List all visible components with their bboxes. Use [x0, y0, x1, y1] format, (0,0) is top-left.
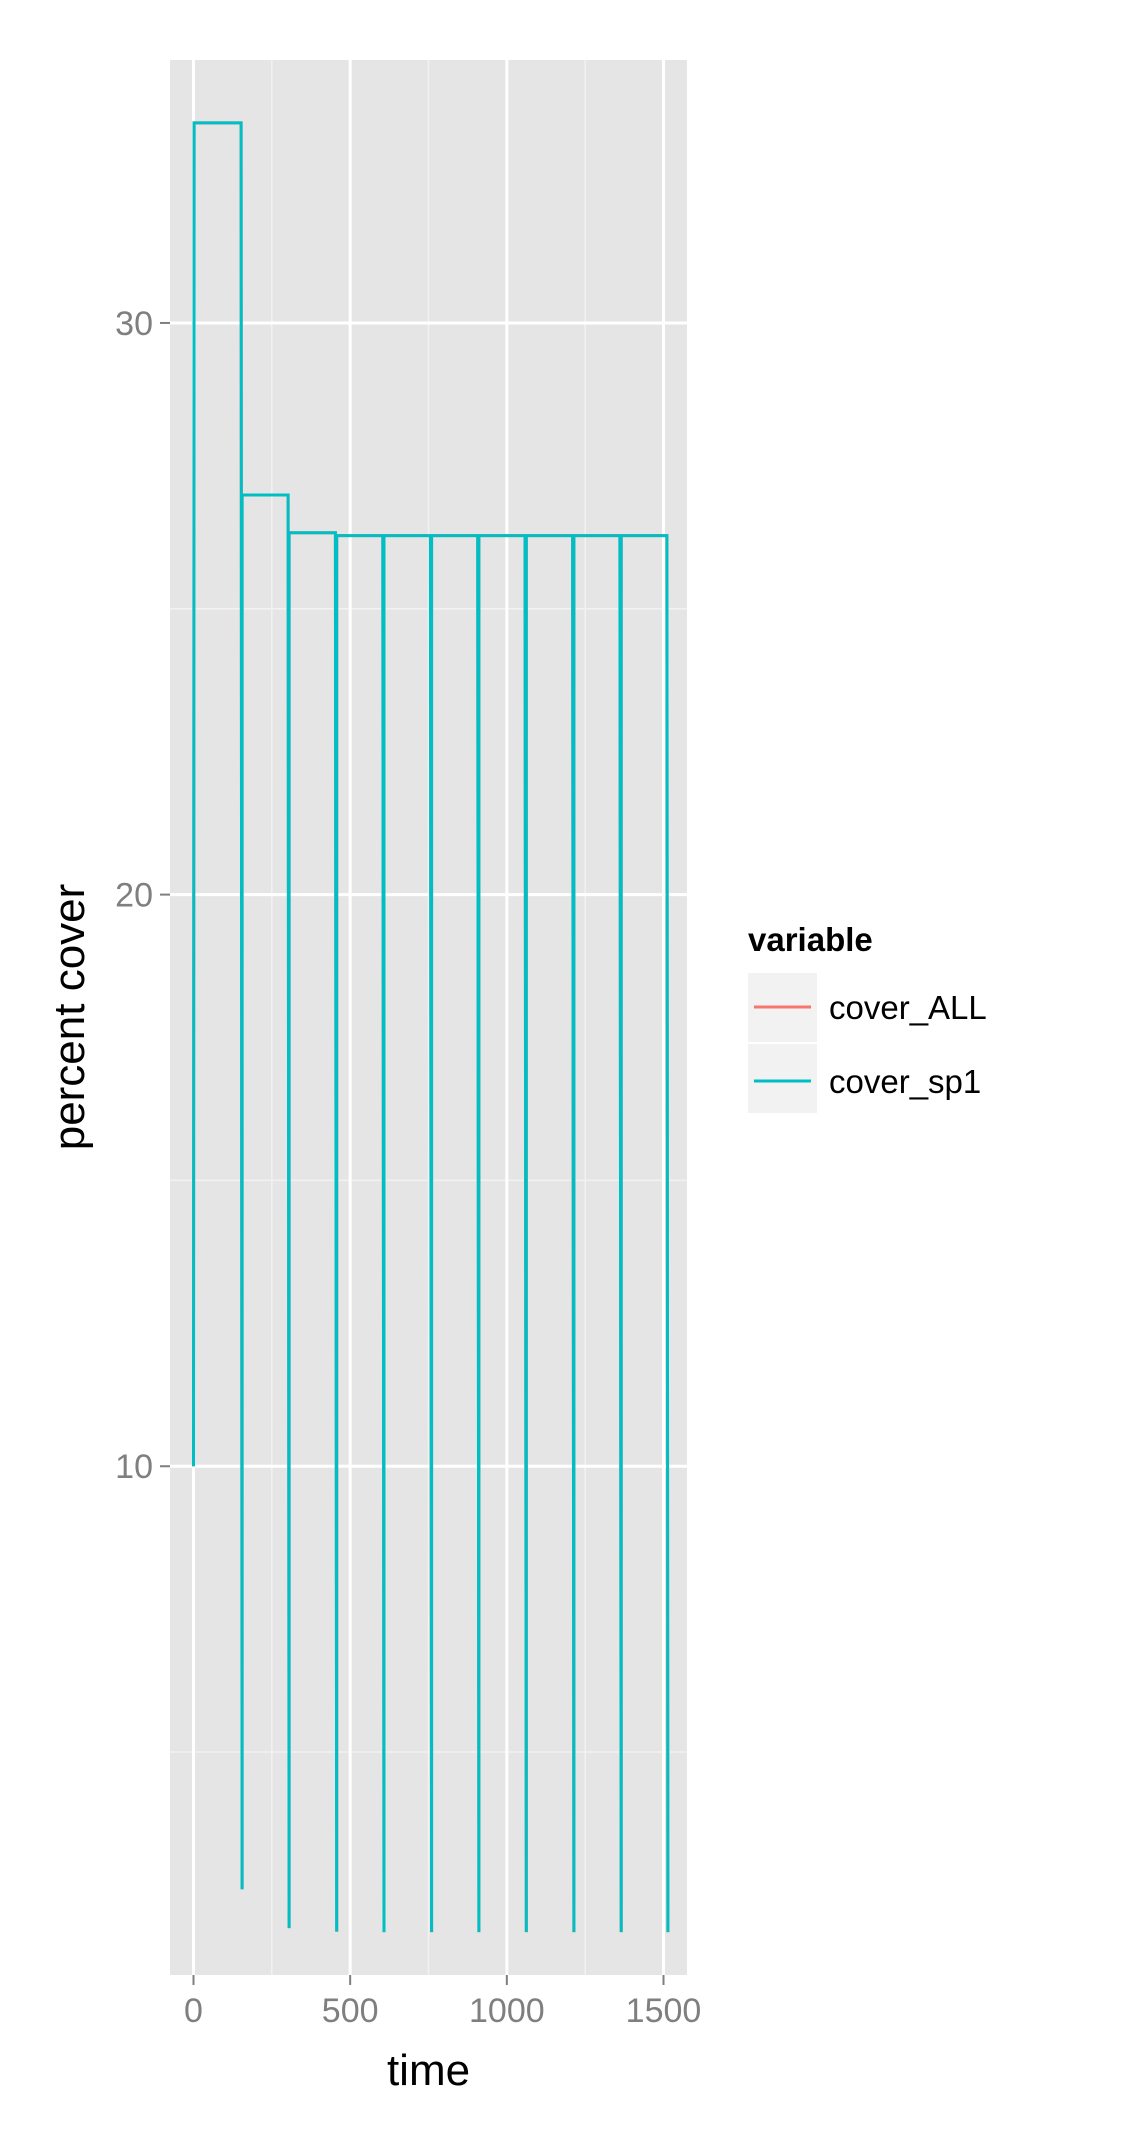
legend-label-cover-sp1: cover_sp1 [829, 1063, 981, 1100]
y-tick-label: 20 [115, 877, 153, 915]
y-tick-label: 30 [115, 305, 153, 343]
x-axis-title: time [387, 2046, 470, 2095]
x-axis: 0 500 1000 1500 [184, 1975, 701, 2030]
legend-label-cover-all: cover_ALL [829, 989, 987, 1026]
major-gridlines [170, 60, 687, 1975]
legend: variable cover_ALL cover_sp1 [748, 921, 987, 1113]
legend-key-cover-sp1 [748, 1044, 817, 1113]
x-tick-label: 0 [184, 1992, 203, 2030]
y-tick-label: 10 [115, 1448, 153, 1486]
y-axis-title: percent cover [45, 884, 94, 1151]
series-line-cover-sp1 [192, 121, 670, 1933]
y-axis: 10 20 30 [115, 305, 170, 1486]
legend-item-cover-sp1: cover_sp1 [748, 1044, 981, 1113]
x-tick-label: 1000 [469, 1992, 545, 2030]
series-layer [192, 121, 670, 1933]
x-tick-label: 500 [322, 1992, 379, 2030]
x-tick-label: 1500 [626, 1992, 702, 2030]
legend-item-cover-all: cover_ALL [748, 973, 987, 1042]
legend-title: variable [748, 921, 873, 958]
minor-gridlines [170, 60, 687, 1975]
